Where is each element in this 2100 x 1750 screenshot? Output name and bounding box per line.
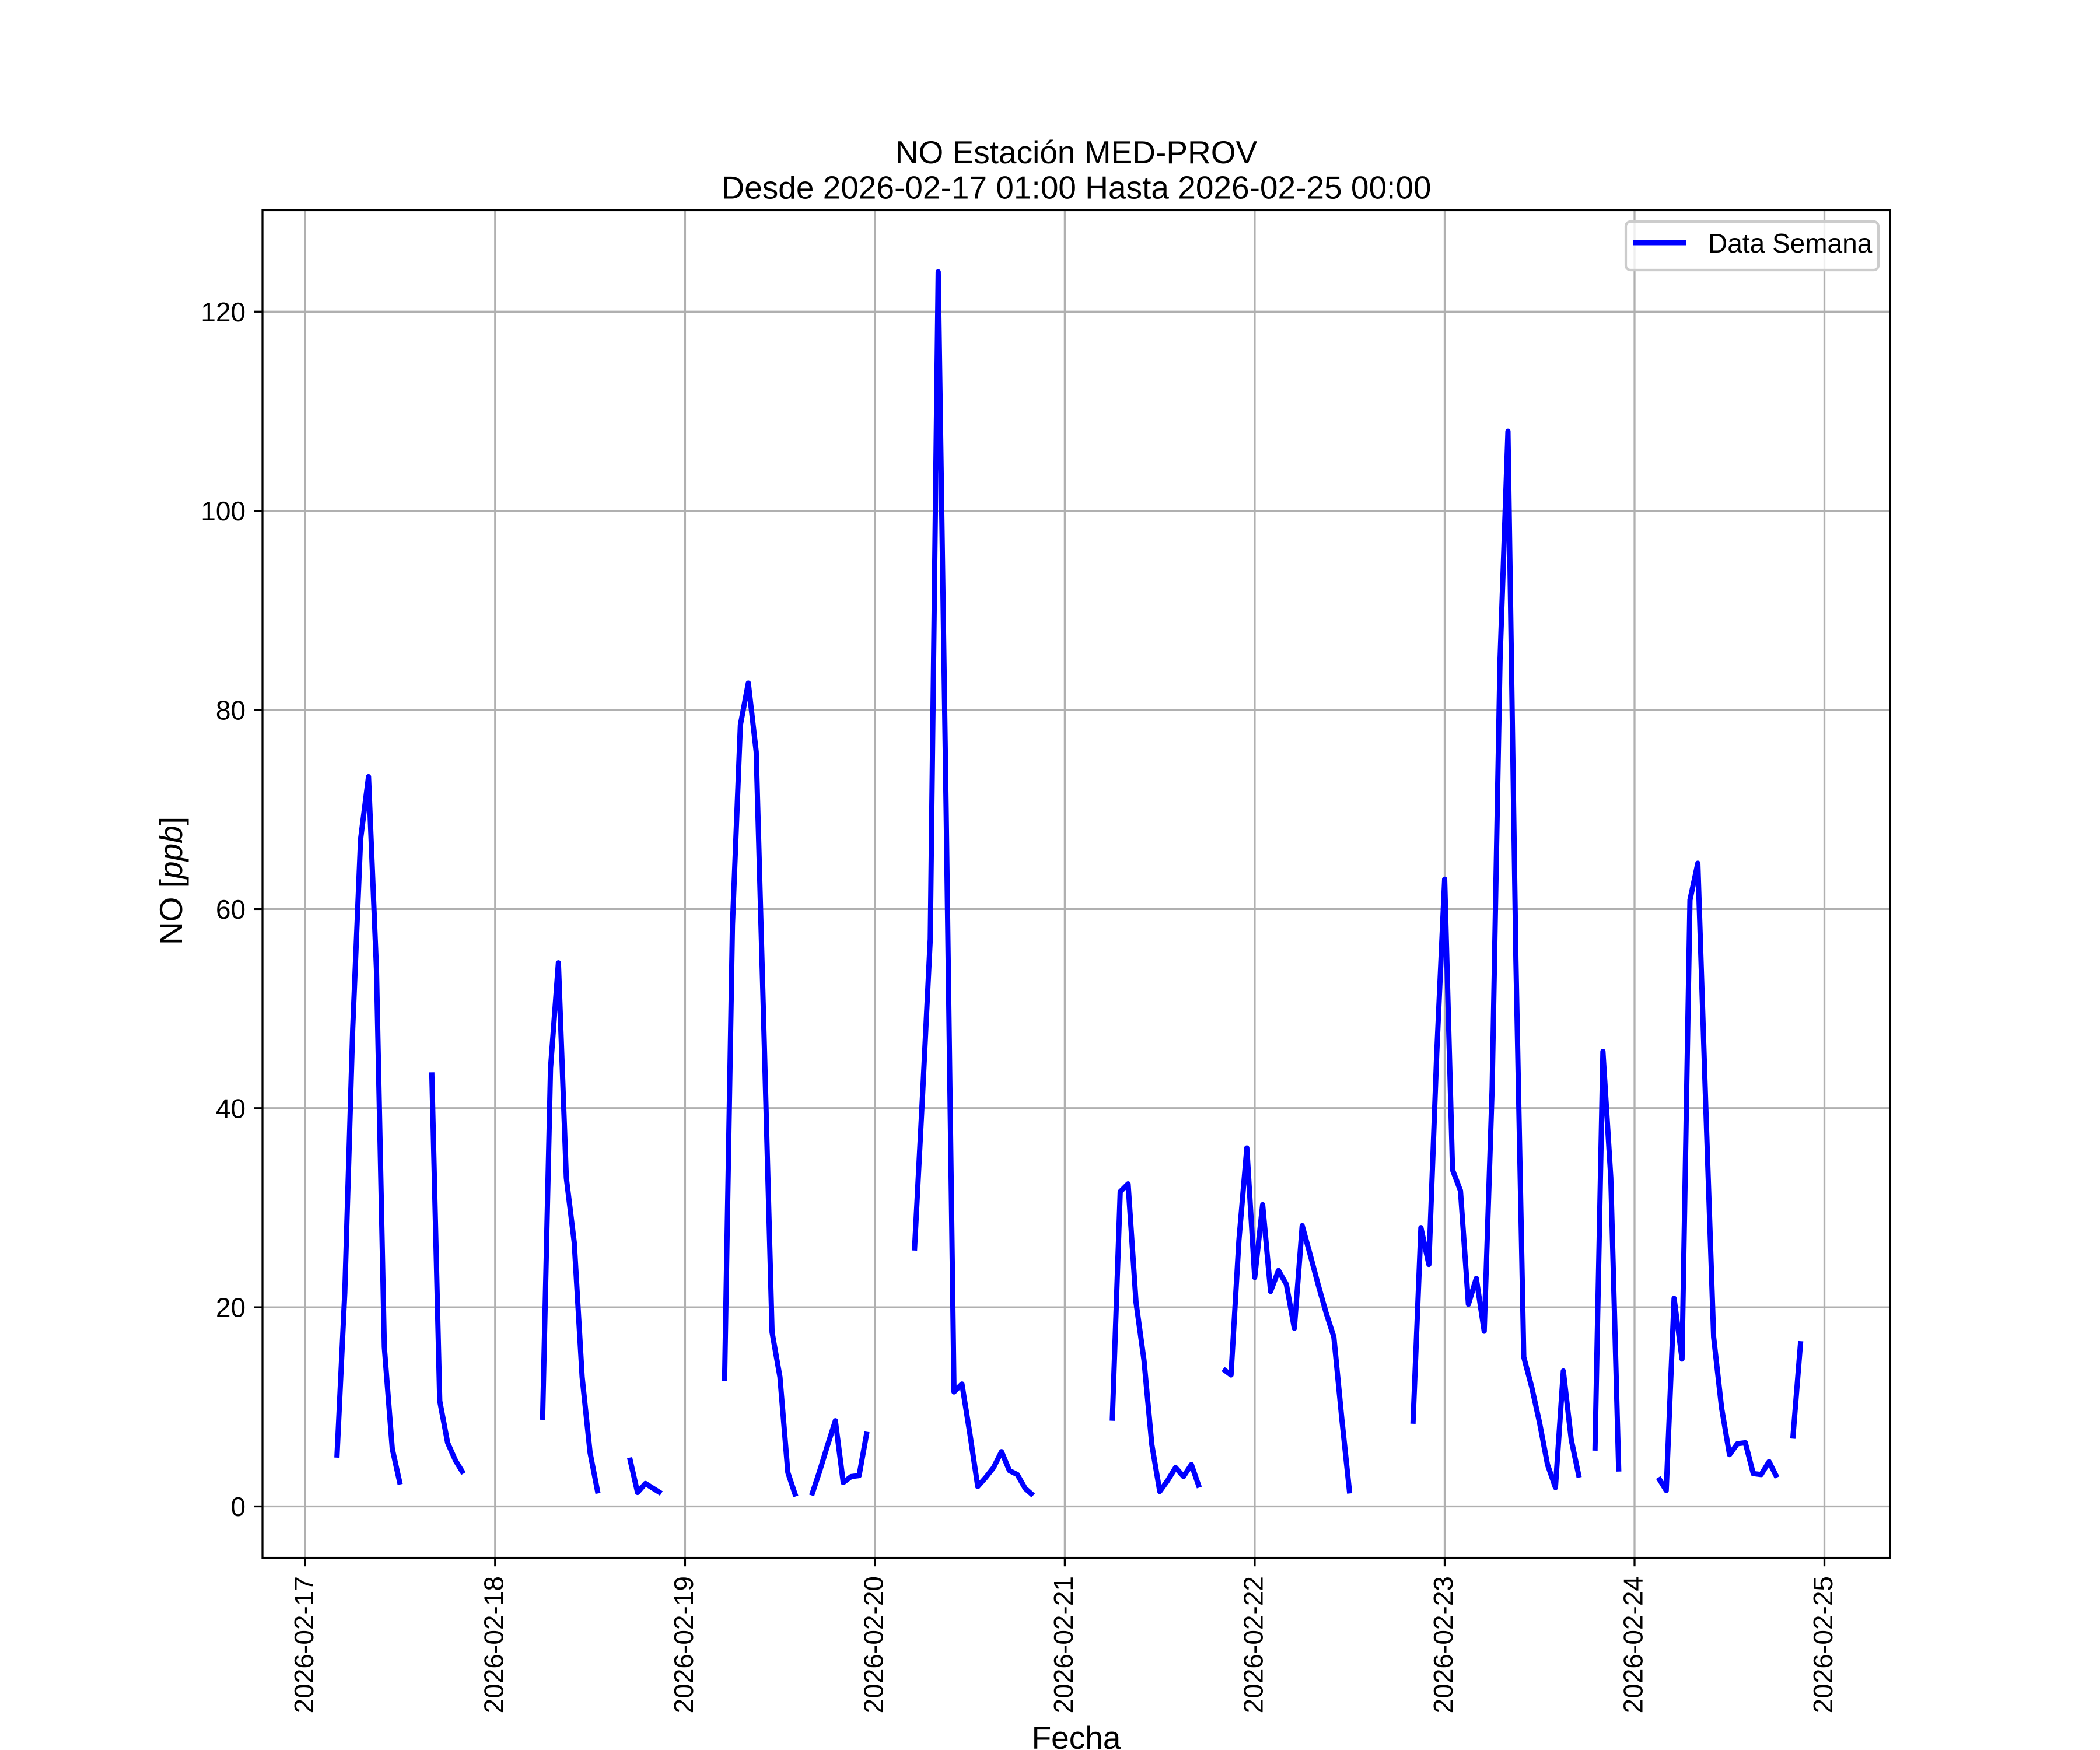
svg-text:Data Semana: Data Semana bbox=[1708, 228, 1873, 258]
svg-text:60: 60 bbox=[216, 894, 246, 925]
svg-text:80: 80 bbox=[216, 695, 246, 726]
svg-text:0: 0 bbox=[230, 1492, 246, 1522]
svg-text:NO Estación MED-PROV: NO Estación MED-PROV bbox=[895, 134, 1258, 170]
svg-text:Desde 2026-02-17 01:00 Hasta 2: Desde 2026-02-17 01:00 Hasta 2026-02-25 … bbox=[721, 170, 1431, 206]
svg-text:2026-02-18: 2026-02-18 bbox=[478, 1576, 509, 1713]
svg-text:2026-02-21: 2026-02-21 bbox=[1048, 1576, 1079, 1713]
svg-text:2026-02-24: 2026-02-24 bbox=[1618, 1576, 1648, 1713]
svg-text:2026-02-22: 2026-02-22 bbox=[1238, 1576, 1268, 1713]
svg-text:NO [ppb]: NO [ppb] bbox=[153, 817, 189, 945]
svg-text:40: 40 bbox=[216, 1093, 246, 1124]
svg-text:120: 120 bbox=[201, 297, 246, 327]
svg-text:2026-02-25: 2026-02-25 bbox=[1808, 1576, 1838, 1713]
svg-text:2026-02-19: 2026-02-19 bbox=[668, 1576, 699, 1713]
svg-text:Fecha: Fecha bbox=[1032, 1720, 1121, 1750]
svg-text:2026-02-17: 2026-02-17 bbox=[289, 1576, 319, 1713]
svg-text:2026-02-20: 2026-02-20 bbox=[858, 1576, 888, 1713]
svg-text:2026-02-23: 2026-02-23 bbox=[1428, 1576, 1458, 1713]
svg-text:20: 20 bbox=[216, 1293, 246, 1323]
svg-text:100: 100 bbox=[201, 496, 246, 526]
